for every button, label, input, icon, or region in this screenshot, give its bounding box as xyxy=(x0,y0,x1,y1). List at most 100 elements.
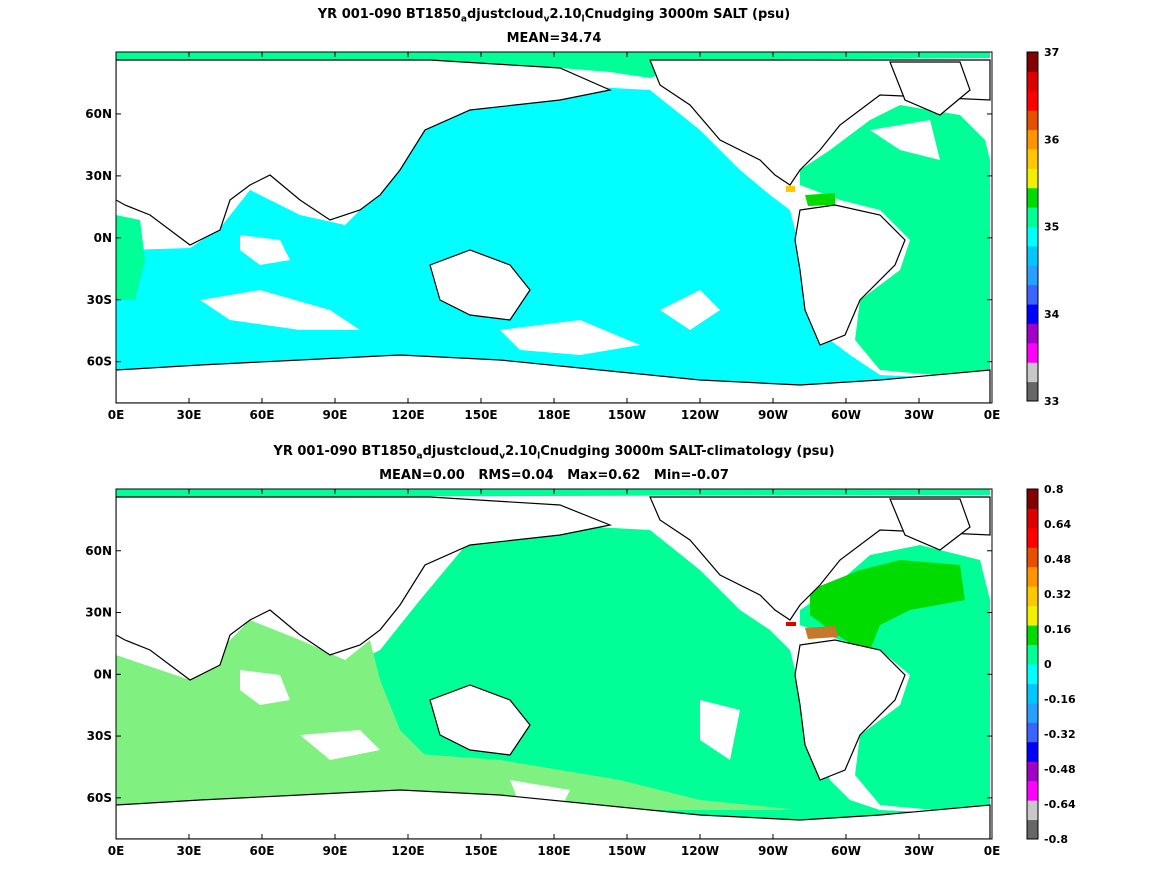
colorbar-swatch xyxy=(1027,664,1038,684)
colorbar-swatch xyxy=(1027,761,1038,782)
colorbar-swatch xyxy=(1027,71,1038,92)
axes: 0E 30E 60E 90E 120E 150E 180E 150W 120W 90W 60W 30W… xyxy=(85,52,1000,422)
north-atlantic-anomaly-region xyxy=(810,560,965,660)
indian-west-region xyxy=(116,215,145,300)
title-text: Cnudging 3000m SALT (psu) xyxy=(584,7,791,22)
x-tick-label: 120W xyxy=(681,844,719,858)
x-tick-label: 120W xyxy=(681,408,719,422)
greenland-land xyxy=(889,498,971,551)
colorbar-swatch xyxy=(1027,508,1038,529)
x-tick-label: 30W xyxy=(904,844,934,858)
colorbar-swatch xyxy=(1027,148,1038,169)
colorbar-swatch xyxy=(1027,644,1038,665)
title-text: Cnudging 3000m SALT-climatology (psu) xyxy=(540,444,835,459)
americas-land xyxy=(649,496,991,781)
australia-land xyxy=(429,249,531,321)
ocean-gap xyxy=(240,670,740,810)
americas-land xyxy=(649,59,991,346)
x-tick-label: 60E xyxy=(250,408,275,422)
x-tick-label: 120E xyxy=(391,844,424,858)
colorbar-swatch xyxy=(1027,702,1038,723)
gulf-anomaly-region xyxy=(786,622,796,626)
panel1-title: YR 001-090 BT1850adjustcloudv2.10lCnudgi… xyxy=(116,7,992,25)
colorbar: 37 36 35 34 33 xyxy=(1026,46,1060,408)
caribbean-region xyxy=(805,193,835,206)
title-subscript: a xyxy=(416,451,423,462)
colorbar-label: 0.64 xyxy=(1044,518,1071,531)
colorbar-swatch xyxy=(1027,819,1038,840)
y-tick-label: 0N xyxy=(94,667,112,681)
title-text: 2.10 xyxy=(549,7,582,22)
colorbar-swatch xyxy=(1027,304,1038,324)
colorbar-label: 33 xyxy=(1044,395,1059,408)
colorbar-label: 34 xyxy=(1044,308,1060,321)
colorbar-frame xyxy=(1026,488,1039,840)
colorbar-swatch xyxy=(1027,527,1038,548)
x-tick-label: 150E xyxy=(464,408,497,422)
x-tick-label: 180E xyxy=(537,408,570,422)
southern-anomaly-region xyxy=(116,740,800,810)
colorbar-swatch xyxy=(1027,245,1038,266)
x-tick-label: 0E xyxy=(108,844,125,858)
greenland-land xyxy=(889,61,971,116)
axes: 0E 30E 60E 90E 120E 150E 180E 150W 120W 90W 60W 30W… xyxy=(85,489,1000,858)
ocean-field xyxy=(116,52,991,403)
x-tick-label: 0E xyxy=(108,408,125,422)
x-tick-label: 150E xyxy=(464,844,497,858)
ocean-field xyxy=(116,489,991,839)
title-text: 2.10 xyxy=(505,444,538,459)
colorbar: 0.8 0.64 0.48 0.32 0.16 0 -0.16 -0.32 -0.48 -0.64… xyxy=(1026,483,1076,846)
x-tick-label: 150W xyxy=(608,408,646,422)
colorbar-swatch xyxy=(1027,110,1038,131)
colorbar-swatch xyxy=(1027,566,1038,587)
x-tick-label: 30E xyxy=(177,408,202,422)
panel2-stats: MEAN=0.00 RMS=0.04 Max=0.62 Min=-0.07 xyxy=(379,468,729,483)
x-tick-label: 90W xyxy=(758,408,788,422)
colorbar-label: 0.8 xyxy=(1044,483,1064,496)
title-subscript: l xyxy=(537,451,541,462)
australia-land xyxy=(429,684,531,756)
x-tick-label: 180E xyxy=(537,844,570,858)
colorbar-swatch xyxy=(1027,207,1038,227)
land-masses xyxy=(116,59,991,403)
atlantic-ocean-region xyxy=(800,105,990,380)
colorbar-swatch xyxy=(1027,265,1038,286)
title-text: djustcloud xyxy=(466,7,544,22)
colorbar-label: 35 xyxy=(1044,221,1059,234)
colorbar-label: -0.64 xyxy=(1044,798,1076,811)
y-tick-label: 30S xyxy=(87,729,112,743)
colorbar-swatch xyxy=(1027,683,1038,704)
x-tick-label: 150W xyxy=(608,844,646,858)
x-tick-label: 30W xyxy=(904,408,934,422)
colorbar-swatch xyxy=(1027,187,1038,208)
title-text: djustcloud xyxy=(422,444,500,459)
panel1-stats: MEAN=34.74 xyxy=(506,31,602,46)
colorbar-swatch xyxy=(1027,722,1038,743)
panel2-title: YR 001-090 BT1850adjustcloudv2.10lCnudgi… xyxy=(116,444,992,462)
antarctica-land xyxy=(116,354,991,403)
title-subscript: v xyxy=(543,14,550,25)
colorbar-frame xyxy=(1026,51,1039,402)
x-tick-label: 60E xyxy=(250,844,275,858)
colorbar-label: 0.48 xyxy=(1044,553,1071,566)
colorbar-label: -0.48 xyxy=(1044,763,1076,776)
colorbar-swatch xyxy=(1027,800,1038,821)
colorbar-swatch xyxy=(1027,323,1038,344)
caribbean-anomaly-region xyxy=(805,626,838,639)
land-masses xyxy=(116,496,991,839)
colorbar-swatch xyxy=(1027,741,1038,762)
colorbar-swatch xyxy=(1027,129,1038,150)
y-tick-label: 60N xyxy=(85,107,112,121)
colorbar-swatch xyxy=(1027,547,1038,568)
x-tick-label: 0E xyxy=(984,408,1001,422)
colorbar-label: -0.8 xyxy=(1044,833,1068,846)
title-text: YR 001-090 BT1850 xyxy=(273,444,417,459)
title-subscript: a xyxy=(460,14,467,25)
y-tick-label: 30S xyxy=(87,293,112,307)
colorbar-label: -0.32 xyxy=(1044,728,1076,741)
colorbar-swatch xyxy=(1027,52,1038,72)
gulf-region xyxy=(786,186,795,192)
y-tick-label: 60N xyxy=(85,544,112,558)
x-tick-label: 0E xyxy=(984,844,1001,858)
